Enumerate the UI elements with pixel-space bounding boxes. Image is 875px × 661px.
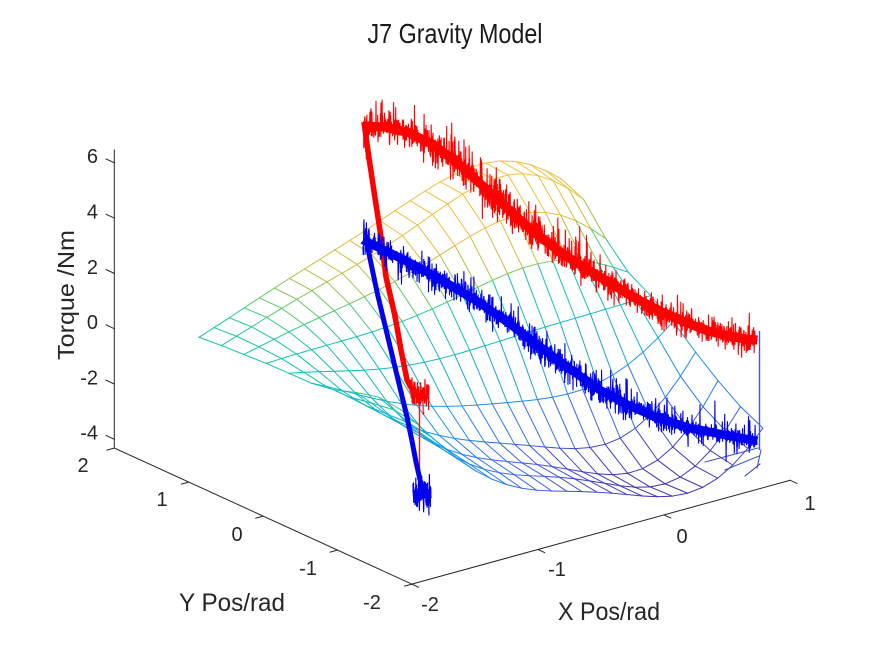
svg-text:-4: -4: [80, 423, 98, 445]
svg-text:-2: -2: [363, 592, 381, 614]
svg-text:2: 2: [87, 257, 98, 279]
svg-text:J7 Gravity Model: J7 Gravity Model: [368, 18, 543, 49]
svg-text:-2: -2: [80, 367, 98, 389]
svg-text:-2: -2: [421, 594, 439, 616]
svg-text:-1: -1: [299, 558, 317, 580]
svg-text:Torque /Nm: Torque /Nm: [53, 230, 79, 360]
svg-text:0: 0: [676, 526, 687, 548]
svg-text:4: 4: [87, 202, 98, 224]
svg-text:6: 6: [87, 146, 98, 168]
svg-text:Y Pos/rad: Y Pos/rad: [179, 589, 285, 617]
svg-text:1: 1: [804, 493, 815, 515]
svg-text:2: 2: [77, 455, 88, 477]
svg-text:-1: -1: [548, 559, 566, 581]
svg-text:0: 0: [87, 312, 98, 334]
svg-text:1: 1: [156, 489, 167, 511]
svg-text:0: 0: [231, 524, 242, 546]
svg-text:X Pos/rad: X Pos/rad: [558, 598, 660, 626]
